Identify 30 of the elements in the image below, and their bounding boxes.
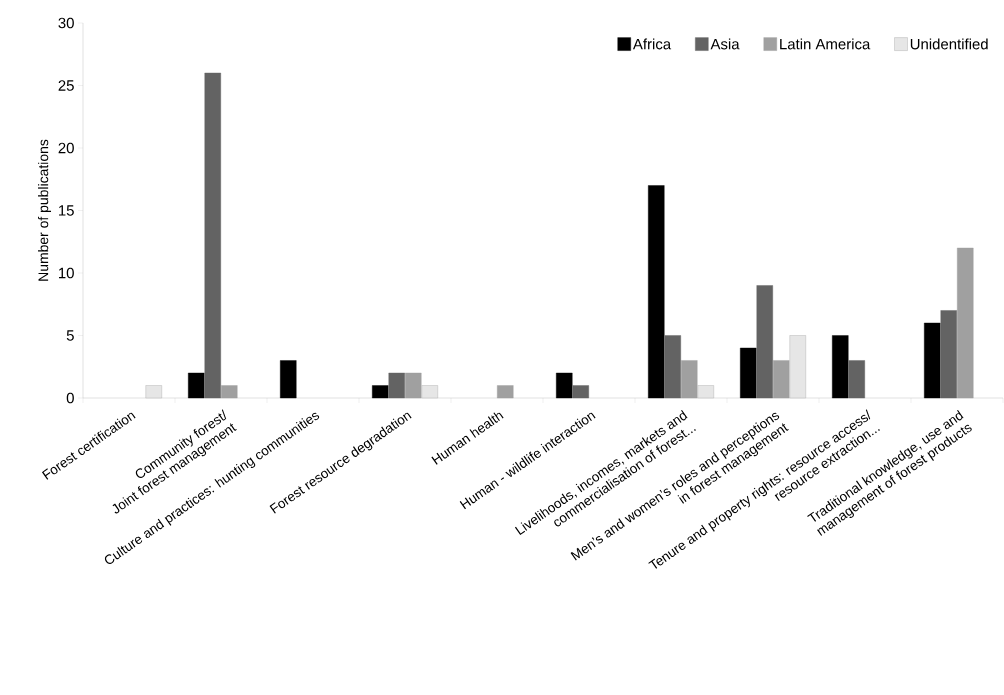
y-tick-label: 15 xyxy=(59,205,74,216)
bar xyxy=(572,385,589,399)
bar xyxy=(648,185,665,399)
bar xyxy=(940,310,957,399)
y-axis-title: Number of publications xyxy=(38,139,52,281)
bar xyxy=(848,360,865,399)
bar xyxy=(280,360,297,399)
y-tick-label: 25 xyxy=(58,80,74,91)
bar xyxy=(221,385,238,399)
y-tick-label: 5 xyxy=(66,330,74,341)
legend-label: Unidentified xyxy=(910,38,988,50)
y-tick-label: 0 xyxy=(66,392,74,404)
bar xyxy=(924,322,941,399)
bar xyxy=(388,372,405,399)
legend-label: Asia xyxy=(710,38,740,50)
bar xyxy=(372,385,389,399)
bar xyxy=(832,335,849,399)
bar xyxy=(756,285,773,399)
bar xyxy=(664,335,681,399)
y-tick-label: 30 xyxy=(58,17,74,29)
y-tick-label: 10 xyxy=(59,267,74,279)
bar xyxy=(740,347,757,399)
bar xyxy=(204,72,221,399)
bar xyxy=(188,372,205,399)
legend-label: Latin America xyxy=(780,38,871,50)
bar xyxy=(497,385,514,399)
y-tick-label: 20 xyxy=(58,142,74,154)
legend-label: Africa xyxy=(632,38,672,50)
bar xyxy=(556,372,573,399)
bar xyxy=(957,247,974,399)
